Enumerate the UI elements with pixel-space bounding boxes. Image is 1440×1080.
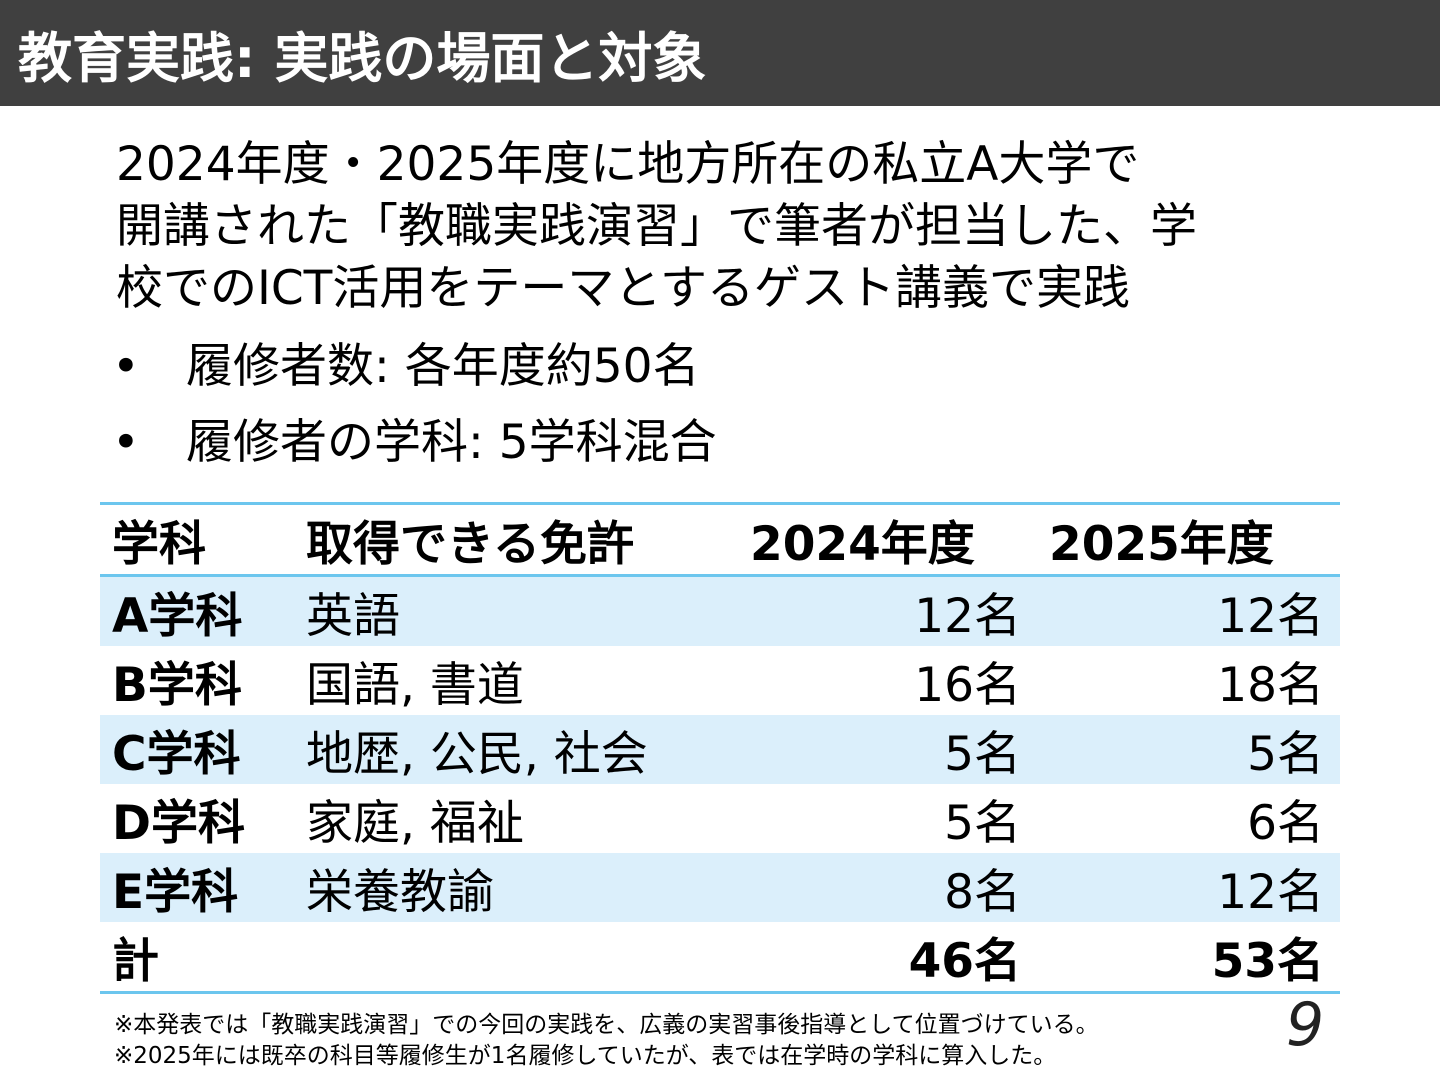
slide-title: 教育実践: 実践の場面と対象 bbox=[18, 27, 707, 90]
intro-paragraph: 2024年度・2025年度に地方所在の私立A大学で 開講された「教職実践演習」で… bbox=[116, 134, 1346, 320]
cell-2024: 8名 bbox=[944, 865, 1021, 920]
cell-dept: C学科 bbox=[112, 727, 241, 782]
total-label: 計 bbox=[112, 934, 159, 989]
cell-2025: 18名 bbox=[1217, 658, 1324, 713]
intro-line: 校でのICT活用をテーマとするゲスト講義で実践 bbox=[116, 261, 1130, 316]
cell-license: 国語, 書道 bbox=[306, 658, 524, 713]
total-empty bbox=[294, 922, 738, 993]
bullet-text: 履修者数: 各年度約50名 bbox=[186, 339, 700, 394]
cell-2024: 12名 bbox=[914, 589, 1021, 644]
footnotes: ※本発表では「教職実践演習」での今回の実践を、広義の実習事後指導として位置づけて… bbox=[114, 1010, 1099, 1072]
bullet-icon: • bbox=[112, 415, 140, 470]
cell-dept: B学科 bbox=[112, 658, 242, 713]
cell-dept: D学科 bbox=[112, 796, 246, 851]
cell-2024: 5名 bbox=[944, 796, 1021, 851]
table-row: A学科 英語 12名 12名 bbox=[100, 575, 1340, 646]
slide-title-bar: 教育実践: 実践の場面と対象 bbox=[0, 0, 1440, 106]
footnote: ※2025年には既卒の科目等履修生が1名履修していたが、表では在学時の学科に算入… bbox=[114, 1043, 1057, 1069]
cell-license: 栄養教諭 bbox=[306, 865, 494, 920]
total-2024: 46名 bbox=[908, 934, 1021, 989]
cell-2025: 12名 bbox=[1217, 589, 1324, 644]
header-license: 取得できる免許 bbox=[306, 517, 635, 572]
table-row: B学科 国語, 書道 16名 18名 bbox=[100, 646, 1340, 715]
header-dept: 学科 bbox=[112, 517, 206, 572]
page-number: 9 bbox=[1286, 990, 1325, 1060]
bullet-item: • 履修者数: 各年度約50名 bbox=[112, 332, 717, 408]
cell-license: 英語 bbox=[306, 589, 400, 644]
cell-license: 家庭, 福祉 bbox=[306, 796, 524, 851]
cell-2025: 6名 bbox=[1247, 796, 1324, 851]
table-header-row: 学科 取得できる免許 2024年度 2025年度 bbox=[100, 503, 1340, 576]
intro-line: 2024年度・2025年度に地方所在の私立A大学で bbox=[116, 137, 1140, 192]
bullet-icon: • bbox=[112, 339, 140, 394]
table-total-row: 計 46名 53名 bbox=[100, 922, 1340, 993]
cell-2024: 5名 bbox=[944, 727, 1021, 782]
total-2025: 53名 bbox=[1211, 934, 1324, 989]
bullet-item: • 履修者の学科: 5学科混合 bbox=[112, 408, 717, 484]
intro-line: 開講された「教職実践演習」で筆者が担当した、学 bbox=[116, 199, 1197, 254]
cell-2024: 16名 bbox=[914, 658, 1021, 713]
table-row: E学科 栄養教諭 8名 12名 bbox=[100, 853, 1340, 922]
bullet-text: 履修者の学科: 5学科混合 bbox=[186, 415, 717, 470]
cell-2025: 5名 bbox=[1247, 727, 1324, 782]
table-row: D学科 家庭, 福祉 5名 6名 bbox=[100, 784, 1340, 853]
enrollment-table: 学科 取得できる免許 2024年度 2025年度 A学科 英語 12名 12名 … bbox=[100, 502, 1340, 994]
table-row: C学科 地歴, 公民, 社会 5名 5名 bbox=[100, 715, 1340, 784]
header-2024: 2024年度 bbox=[750, 517, 975, 572]
cell-dept: E学科 bbox=[112, 865, 239, 920]
bullet-list: • 履修者数: 各年度約50名 • 履修者の学科: 5学科混合 bbox=[112, 332, 717, 484]
cell-2025: 12名 bbox=[1217, 865, 1324, 920]
cell-license: 地歴, 公民, 社会 bbox=[306, 727, 648, 782]
footnote: ※本発表では「教職実践演習」での今回の実践を、広義の実習事後指導として位置づけて… bbox=[114, 1012, 1099, 1038]
cell-dept: A学科 bbox=[112, 589, 243, 644]
header-2025: 2025年度 bbox=[1049, 517, 1274, 572]
